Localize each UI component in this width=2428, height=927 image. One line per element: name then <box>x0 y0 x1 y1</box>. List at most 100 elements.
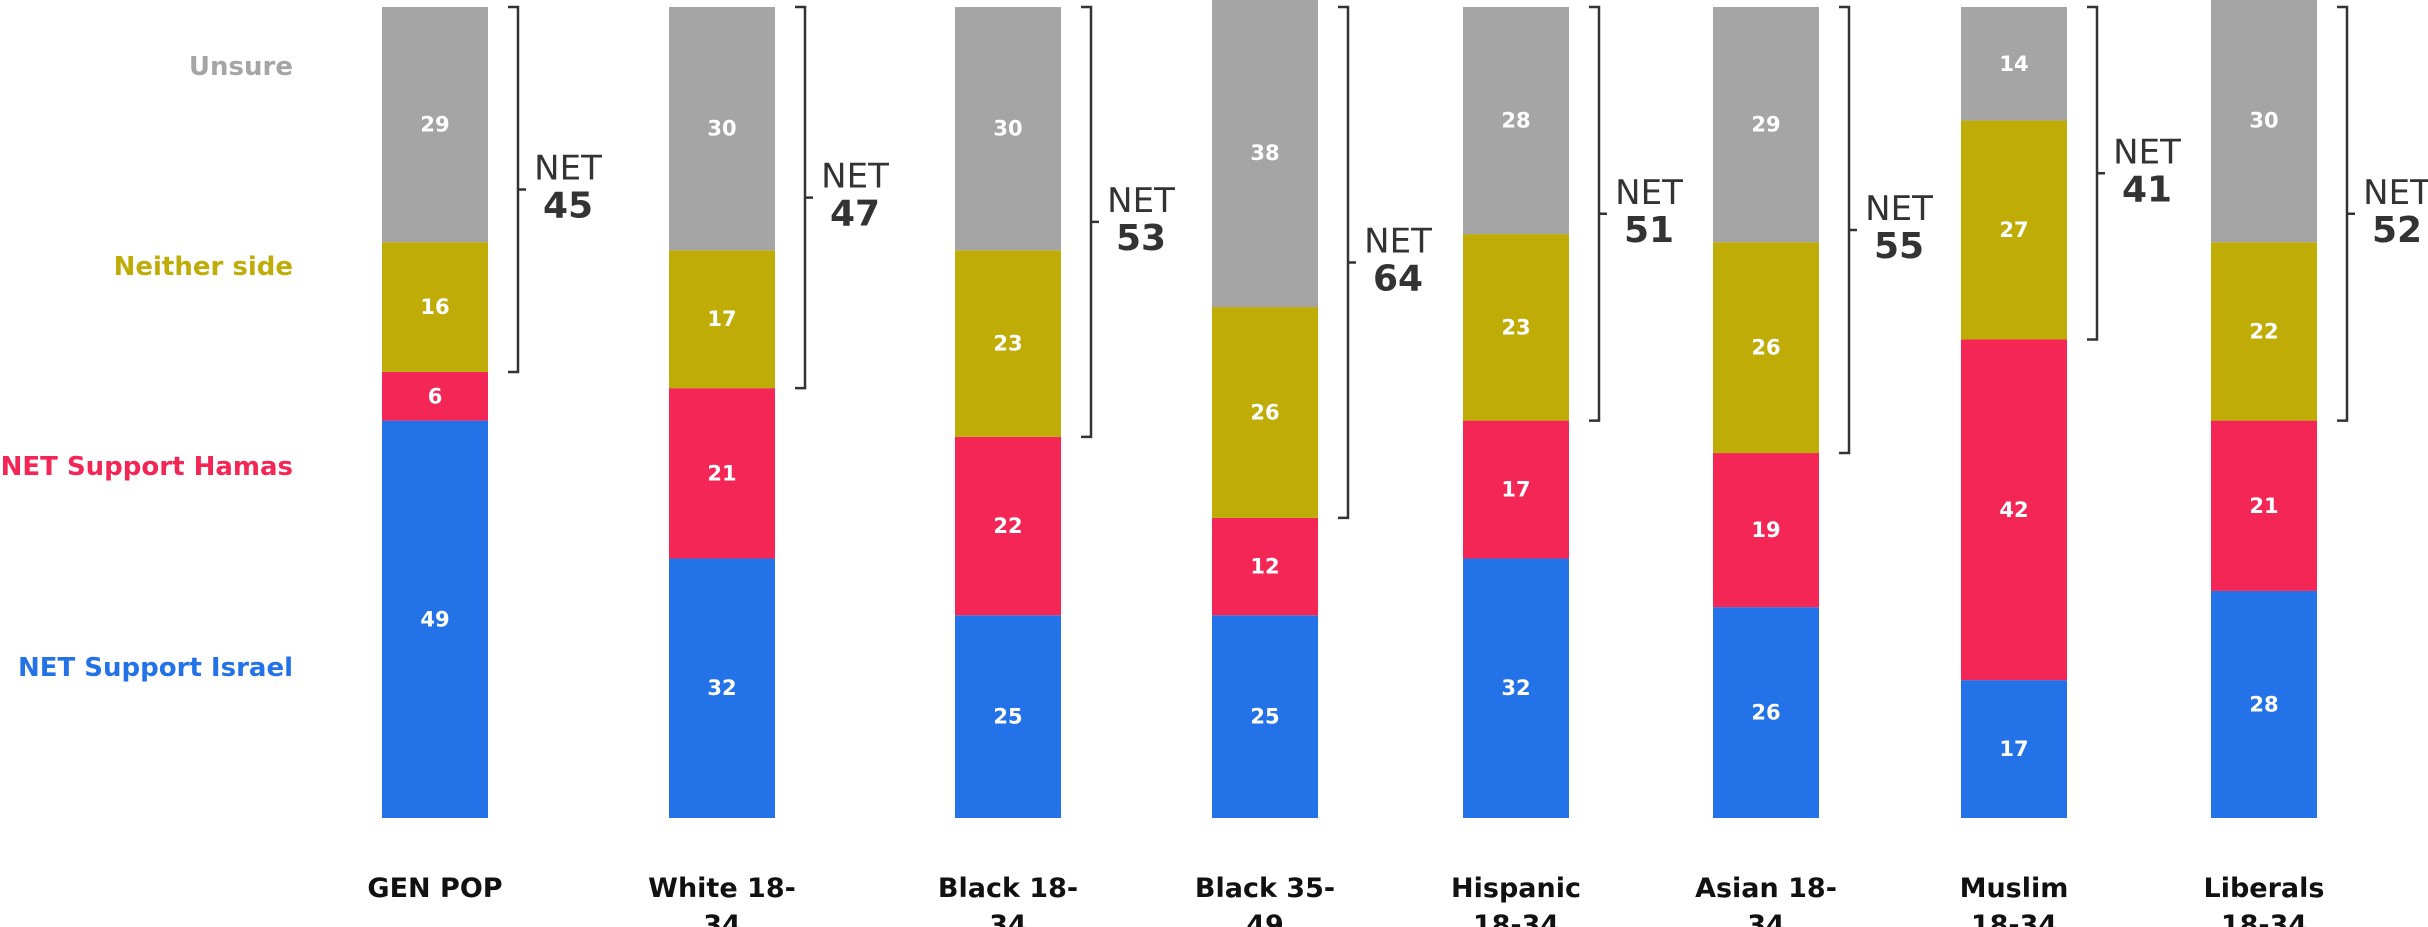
net-label: NET <box>1615 173 1683 213</box>
data-label-hamas: 6 <box>428 384 443 408</box>
net-label: NET <box>2363 173 2428 213</box>
legend-item-neither: Neither side <box>114 252 293 282</box>
bar-segment-neither <box>2211 242 2317 421</box>
legend-item-hamas: NET Support Hamas <box>1 452 293 482</box>
category-label: 49 <box>1246 910 1284 927</box>
net-bracket <box>1839 5 1857 455</box>
data-label-unsure: 30 <box>707 117 736 141</box>
data-label-unsure: 14 <box>1999 52 2028 76</box>
net-label: NET <box>1107 181 1175 221</box>
bar-segment-unsure <box>955 7 1061 251</box>
data-label-israel: 28 <box>2249 692 2278 716</box>
category-label: 34 <box>989 910 1027 927</box>
data-label-neither: 26 <box>1250 401 1279 425</box>
category-label: 18-34 <box>1971 910 2057 927</box>
bar-segment-neither <box>1463 234 1569 421</box>
category-label: Liberals <box>2204 873 2325 904</box>
bar-segment-neither <box>382 242 488 372</box>
net-value: 41 <box>2122 169 2172 210</box>
net-label: NET <box>1364 221 1432 261</box>
bar-segment-unsure <box>1212 0 1318 308</box>
data-label-hamas: 17 <box>1501 478 1530 502</box>
category-label: 18-34 <box>1473 910 1559 927</box>
bar-segment-hamas <box>669 388 775 559</box>
bar-segment-neither <box>955 250 1061 437</box>
bar-segment-israel <box>1212 615 1318 818</box>
legend-item-israel: NET Support Israel <box>18 653 293 683</box>
data-label-unsure: 28 <box>1501 109 1530 133</box>
category-label: Hispanic <box>1451 873 1581 904</box>
data-label-neither: 26 <box>1751 336 1780 360</box>
net-value: 47 <box>830 194 880 235</box>
net-bracket <box>1081 5 1099 439</box>
net-label: NET <box>1865 189 1933 229</box>
bar-segment-israel <box>955 615 1061 818</box>
net-value: 53 <box>1116 218 1166 259</box>
bar-segment-israel <box>2211 590 2317 818</box>
net-bracket <box>2337 5 2355 422</box>
bar-segment-neither <box>669 250 775 389</box>
bar-segment-neither <box>1713 242 1819 454</box>
bar-segment-hamas <box>1961 339 2067 681</box>
data-label-israel: 25 <box>1250 705 1279 729</box>
data-label-hamas: 12 <box>1250 555 1279 579</box>
data-label-neither: 22 <box>2249 319 2278 343</box>
bar-segment-israel <box>1463 558 1569 818</box>
category-label: 34 <box>703 910 741 927</box>
bar-segment-israel <box>1961 680 2067 818</box>
net-value: 55 <box>1874 226 1924 267</box>
bar-segment-hamas <box>955 436 1061 616</box>
category-label: Asian 18- <box>1695 873 1837 904</box>
net-label: NET <box>821 157 889 197</box>
net-bracket <box>1338 5 1356 520</box>
data-label-neither: 17 <box>707 307 736 331</box>
category-label: Black 35- <box>1195 873 1335 904</box>
data-label-israel: 25 <box>993 705 1022 729</box>
data-label-israel: 49 <box>420 607 449 631</box>
data-label-hamas: 21 <box>2249 494 2278 518</box>
net-value: 51 <box>1624 210 1674 251</box>
bar-segment-hamas <box>1212 517 1318 616</box>
net-value: 45 <box>543 185 593 226</box>
bar-segment-unsure <box>669 7 775 251</box>
bar-segment-unsure <box>1713 7 1819 243</box>
bar-segment-hamas <box>1463 420 1569 559</box>
data-label-israel: 32 <box>1501 676 1530 700</box>
data-label-unsure: 29 <box>420 113 449 137</box>
category-label: 18-34 <box>2221 910 2307 927</box>
net-bracket <box>508 5 526 374</box>
category-label: Muslim <box>1960 873 2069 904</box>
bar-segment-unsure <box>1961 7 2067 121</box>
net-value: 52 <box>2372 210 2422 251</box>
net-label: NET <box>2113 132 2181 172</box>
data-label-unsure: 30 <box>2249 109 2278 133</box>
bar-segment-israel <box>1713 607 1819 818</box>
data-label-israel: 26 <box>1751 701 1780 725</box>
category-label: GEN POP <box>367 873 502 904</box>
data-label-unsure: 29 <box>1751 113 1780 137</box>
bar-segment-hamas <box>382 371 488 421</box>
category-label: 34 <box>1747 910 1785 927</box>
category-label: Black 18- <box>938 873 1078 904</box>
bar-segment-unsure <box>2211 0 2317 243</box>
data-label-neither: 23 <box>993 332 1022 356</box>
data-label-hamas: 22 <box>993 514 1022 538</box>
data-label-hamas: 19 <box>1751 518 1780 542</box>
data-label-neither: 27 <box>1999 218 2028 242</box>
data-label-neither: 16 <box>420 295 449 319</box>
data-label-neither: 23 <box>1501 315 1530 339</box>
net-bracket <box>1589 5 1607 422</box>
bar-segment-unsure <box>382 7 488 243</box>
bar-segment-neither <box>1961 120 2067 340</box>
data-label-hamas: 21 <box>707 461 736 485</box>
data-label-unsure: 38 <box>1250 141 1279 165</box>
